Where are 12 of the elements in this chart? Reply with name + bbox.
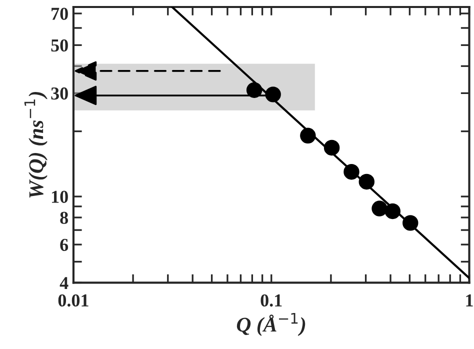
x-tick-label: 1 [466,294,473,306]
y-tick-label: 4 [60,277,68,289]
y-tick-label: 70 [52,8,68,20]
x-axis-title: Q (Å$^{−1}$) [236,312,306,336]
y-tick-label: 10 [52,190,68,203]
y-axis-title: W(Q) (ns$^{−1}$) [24,92,48,198]
y-tick-label: 30 [51,87,68,100]
x-tick-label: 0.01 [58,294,88,307]
y-tick-label: 6 [60,238,68,251]
x-tick-label: 0.1 [260,294,282,307]
y-tick-label: 50 [51,39,68,52]
y-tick-label: 8 [60,212,68,224]
